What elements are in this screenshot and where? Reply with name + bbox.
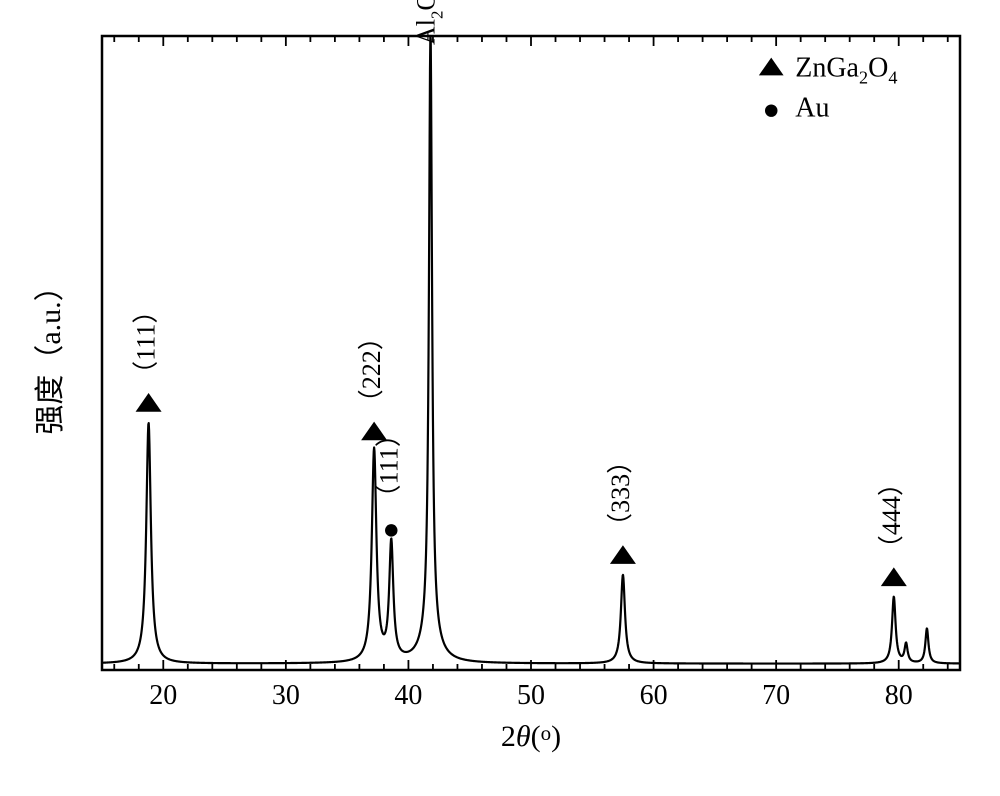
x-axis-label: 2θ(o) (501, 720, 561, 753)
peak-label: （111） (132, 298, 161, 387)
peak-label: （111） (374, 421, 403, 510)
peak-label: （333） (606, 448, 635, 539)
x-tick-label: 40 (394, 680, 422, 711)
legend-label: Au (795, 93, 829, 124)
dot-marker (765, 104, 777, 116)
x-tick-label: 60 (640, 680, 668, 711)
y-axis-label: 强度（a.u.） (34, 271, 67, 434)
legend-label: ZnGa2O4 (795, 53, 897, 88)
x-tick-label: 80 (885, 680, 913, 711)
x-tick-label: 20 (149, 680, 177, 711)
dot-marker (385, 524, 397, 536)
peak-label: （222） (357, 324, 386, 415)
x-tick-label: 70 (762, 680, 790, 711)
x-tick-label: 30 (272, 680, 300, 711)
peak-label: （444） (877, 470, 906, 561)
x-tick-label: 50 (517, 680, 545, 711)
